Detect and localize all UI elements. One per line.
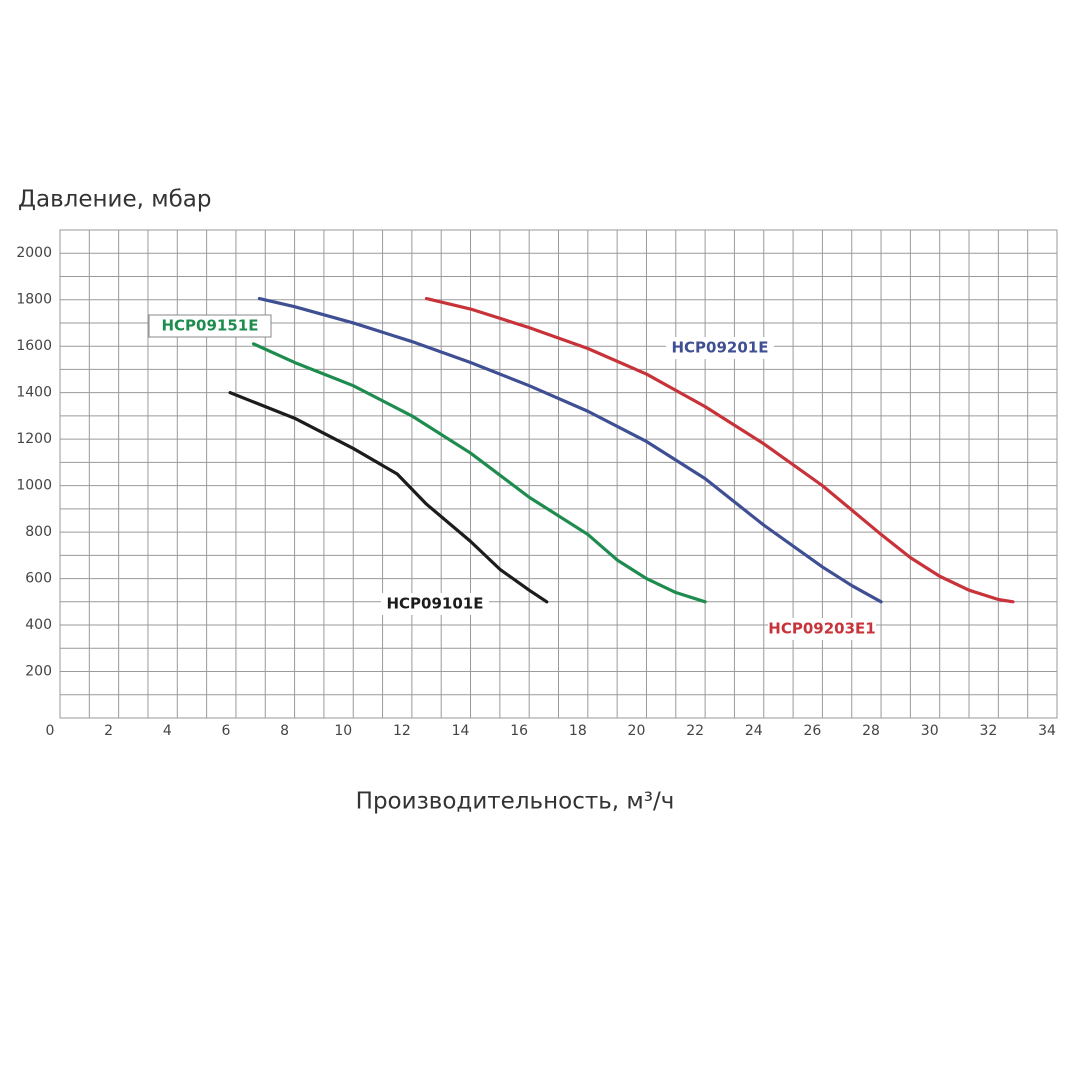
x-tick-label: 4 <box>163 723 172 739</box>
label-box <box>381 593 489 615</box>
y-tick-label: 200 <box>25 664 52 680</box>
x-tick-label: 10 <box>334 723 352 739</box>
x-tick-label: 12 <box>393 723 411 739</box>
x-tick-label: 24 <box>745 723 763 739</box>
x-axis-title: Производительность, м³/ч <box>356 789 675 815</box>
curve <box>424 296 1015 604</box>
y-tick-label: 400 <box>25 617 52 633</box>
y-tick-label: 1200 <box>16 431 52 447</box>
label-box <box>768 618 876 640</box>
x-tick-label: 18 <box>569 723 587 739</box>
curve <box>251 342 707 604</box>
y-tick-label: 1400 <box>16 385 52 401</box>
y-tick-label: 1600 <box>16 338 52 354</box>
y-tick-label: 1000 <box>16 478 52 494</box>
label-box <box>666 337 774 359</box>
x-tick-label: 20 <box>628 723 646 739</box>
x-tick-label: 0 <box>46 723 55 739</box>
x-tick-label: 22 <box>686 723 704 739</box>
curve <box>257 296 883 604</box>
x-tick-label: 34 <box>1038 723 1056 739</box>
x-tick-label: 14 <box>452 723 470 739</box>
series-label: HCP09101E <box>387 595 484 613</box>
x-tick-label: 6 <box>221 723 230 739</box>
x-tick-label: 16 <box>510 723 528 739</box>
series-label: HCP09203E1 <box>768 620 875 638</box>
x-tick-label: 28 <box>862 723 880 739</box>
x-tick-label: 26 <box>803 723 821 739</box>
x-tick-label: 32 <box>979 723 997 739</box>
series-label: HCP09201E <box>672 339 769 357</box>
series-label: HCP09151E <box>162 317 259 335</box>
y-tick-label: 2000 <box>16 245 52 261</box>
x-tick-label: 8 <box>280 723 289 739</box>
x-tick-label: 2 <box>104 723 113 739</box>
y-axis-title: Давление, мбар <box>18 187 211 213</box>
y-tick-label: 1800 <box>16 292 52 308</box>
y-tick-label: 600 <box>25 571 52 587</box>
label-box <box>148 314 272 338</box>
curve <box>228 391 549 604</box>
x-tick-label: 30 <box>921 723 939 739</box>
y-tick-label: 800 <box>25 524 52 540</box>
